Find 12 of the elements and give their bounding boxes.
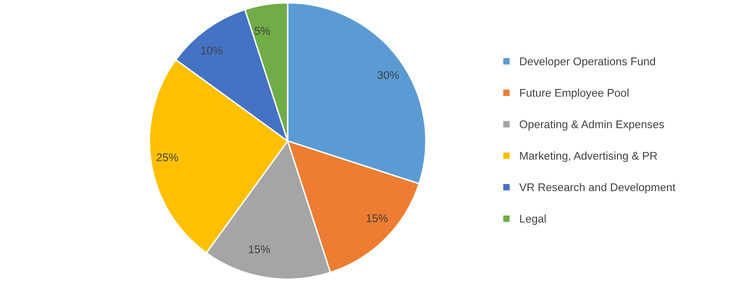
data-label: 15% [248,245,270,254]
legend-label: Future Employee Pool [520,88,628,99]
legend-label: Developer Operations Fund [520,57,656,68]
legend-label: Legal [520,214,546,225]
legend-label: Operating & Admin Expenses [520,120,664,130]
data-label: 5% [254,26,270,35]
data-label: 10% [201,46,222,55]
legend-label: VR Research and Development [519,183,676,194]
data-label: 25% [156,153,178,162]
data-label: 15% [366,214,388,222]
legend-label: Marketing, Advertising & PR [520,152,658,162]
data-label: 30% [378,71,399,79]
